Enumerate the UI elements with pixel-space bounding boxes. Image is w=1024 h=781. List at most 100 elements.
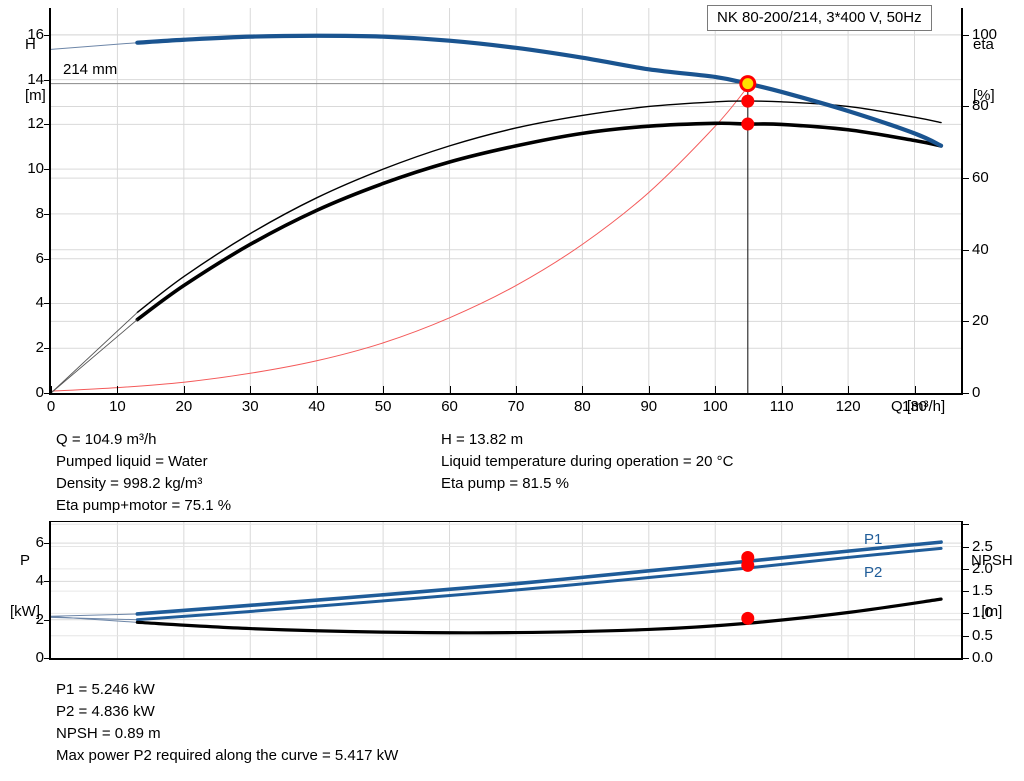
top-right-axis: [961, 8, 963, 393]
power-data-line: Max power P2 required along the curve = …: [56, 747, 399, 764]
top-y-right-tickmark: [962, 321, 969, 323]
top-y-left-tick: 10: [27, 160, 44, 178]
top-y-left-tickmark: [44, 258, 51, 260]
bottom-y-left-axis-label: P [kW]: [10, 518, 40, 637]
top-x-tickmark: [848, 386, 850, 394]
power-npsh-plot-area: [50, 522, 961, 658]
top-x-tickmark: [648, 386, 650, 394]
top-x-tickmark: [117, 386, 119, 394]
top-x-tick: 110: [769, 398, 794, 415]
bottom-y-right-tick: 2.0: [972, 559, 993, 577]
top-y-left-tick: 4: [35, 294, 44, 312]
bottom-y-right-tickmark: [962, 591, 969, 593]
operating-data-line: Q = 104.9 m³/h: [56, 431, 157, 448]
top-x-tick: 100: [702, 398, 728, 415]
top-y-right-tickmark: [962, 249, 969, 251]
top-y-left-axis-label-line1: H: [25, 36, 36, 53]
bottom-y-right-tick: 2.5: [972, 537, 993, 555]
top-y-right-tickmark: [962, 106, 969, 108]
head-eta-plot-area: [50, 8, 961, 394]
p2-curve-label: P2: [864, 564, 883, 581]
top-y-right-tickmark: [962, 34, 969, 36]
power-data-line: NPSH = 0.89 m: [56, 725, 161, 742]
top-x-tick: 0: [46, 398, 56, 415]
bottom-y-left-axis-label-line2: [kW]: [10, 603, 40, 620]
bottom-y-right-tickmark: [962, 635, 969, 637]
operating-data-line: H = 13.82 m: [441, 431, 524, 448]
top-y-right-axis-label-line2: [%]: [973, 87, 995, 104]
top-x-tickmark: [914, 386, 916, 394]
top-y-left-tick: 16: [27, 25, 44, 43]
bottom-y-right-tickmark: [962, 524, 969, 526]
top-x-tick: 80: [574, 398, 591, 415]
top-x-tickmark: [715, 386, 717, 394]
bottom-right-axis: [961, 522, 963, 658]
bottom-y-right-tick: 1.5: [972, 582, 993, 600]
power-data-line: P2 = 4.836 kW: [56, 703, 155, 720]
bottom-y-right-tickmark: [962, 658, 969, 659]
top-y-left-tickmark: [44, 79, 51, 81]
bottom-y-right-axis-label: NPSH [m]: [971, 518, 1013, 637]
bottom-y-left-tick: 2: [35, 610, 44, 628]
bottom-y-right-tick: 0.5: [972, 626, 993, 644]
top-y-left-tickmark: [44, 348, 51, 350]
top-x-axis-label: Q [m³/h]: [891, 398, 946, 415]
top-y-left-tick: 14: [27, 70, 44, 88]
top-y-right-axis-label-line1: eta: [973, 36, 994, 53]
bottom-y-left-tickmark: [44, 619, 51, 621]
top-x-tickmark: [515, 386, 517, 394]
bottom-y-left-tickmark: [44, 581, 51, 583]
top-x-tick: 90: [640, 398, 658, 415]
bottom-y-right-tickmark: [962, 546, 969, 548]
top-y-left-tickmark: [44, 34, 51, 36]
bottom-left-axis: [49, 522, 51, 658]
top-y-right-tick: 80: [972, 97, 989, 115]
top-y-left-axis-label-line2: [m]: [25, 87, 46, 104]
operating-data-left-column: Q = 104.9 m³/h Pumped liquid = Water Den…: [56, 429, 231, 517]
top-y-right-tick: 100: [972, 25, 998, 43]
top-y-left-tick: 0: [35, 384, 44, 401]
top-x-tick: 10: [109, 398, 126, 415]
top-x-tick: 60: [441, 398, 458, 415]
top-x-tick: 130: [901, 398, 928, 415]
bottom-y-right-tickmark: [962, 613, 969, 615]
p1-curve-label: P1: [864, 531, 883, 548]
bottom-y-right-axis-label-line1: NPSH: [971, 552, 1013, 569]
power-data-block: P1 = 5.246 kW P2 = 4.836 kW NPSH = 0.89 …: [56, 679, 398, 767]
power-npsh-chart: [49, 521, 963, 660]
impeller-size-annotation: 214 mm: [63, 61, 118, 78]
top-x-tickmark: [582, 386, 584, 394]
chart-title-box: NK 80-200/214, 3*400 V, 50Hz: [707, 5, 932, 31]
top-y-right-tick: 20: [972, 312, 989, 330]
top-y-right-tick: 60: [972, 169, 989, 187]
top-y-left-tickmark: [44, 393, 51, 394]
top-x-tickmark: [250, 386, 252, 394]
top-x-tick: 20: [175, 398, 193, 415]
top-x-tick: 30: [241, 398, 259, 415]
bottom-y-left-tick: 4: [35, 572, 44, 590]
bottom-y-left-tickmark: [44, 658, 51, 659]
top-x-tickmark: [383, 386, 385, 394]
top-bottom-axis: [49, 393, 963, 395]
operating-data-line: Eta pump+motor = 75.1 %: [56, 497, 232, 514]
top-x-tickmark: [183, 386, 185, 394]
chart-title-text: NK 80-200/214, 3*400 V, 50Hz: [717, 9, 922, 26]
top-x-tick: 50: [374, 398, 392, 415]
top-x-tick: 120: [835, 398, 861, 415]
top-y-left-tick: 12: [27, 115, 44, 133]
power-data-line: P1 = 5.246 kW: [56, 681, 155, 698]
top-y-left-axis-label: H [m]: [25, 2, 46, 121]
top-y-left-tick: 2: [35, 339, 44, 357]
bottom-y-right-axis-label-line2: [m]: [981, 603, 1003, 620]
top-x-tick: 70: [507, 398, 525, 415]
top-y-left-tick: 8: [35, 204, 44, 222]
top-x-tick: 40: [308, 398, 326, 415]
top-y-left-tickmark: [44, 169, 51, 171]
top-y-right-tickmark: [962, 393, 969, 394]
top-left-axis: [49, 8, 51, 393]
top-x-tickmark: [781, 386, 783, 394]
operating-data-line: Density = 998.2 kg/m³: [56, 475, 203, 492]
bottom-y-left-tick: 6: [35, 534, 44, 552]
top-y-left-tickmark: [44, 213, 51, 215]
bottom-y-left-tick: 0: [35, 649, 44, 666]
